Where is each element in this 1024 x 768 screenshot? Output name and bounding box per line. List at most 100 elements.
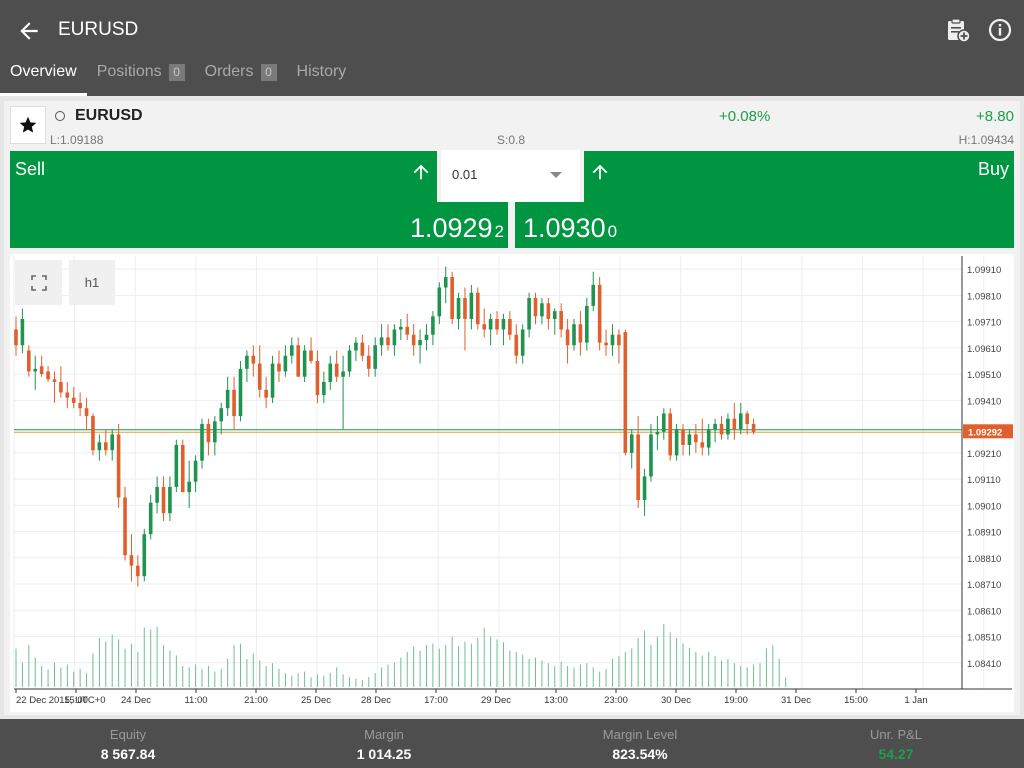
candle-body [347,350,352,372]
x-tick-label: 13:00 [544,695,568,706]
candle-body [636,434,640,501]
x-tick-label: 17:00 [424,695,448,706]
x-tick-label: 21:00 [244,695,268,706]
candle-body [366,355,371,369]
app-header: EURUSD Overview Positions 0 Orders 0 History [0,0,1024,96]
candle-body [610,334,615,346]
y-tick-label: 1.09710 [967,318,1001,329]
y-tick-label: 1.09910 [967,265,1001,276]
candle-body [745,413,749,424]
candle-body [91,416,95,451]
tab-label: History [296,63,347,80]
sell-label: Sell [15,159,46,179]
candle-body [14,329,18,346]
candle-body [661,413,666,432]
candle-body [315,360,320,396]
candle-body [674,429,679,456]
summary-value: 8 567.84 [100,746,156,762]
y-tick-label: 1.09810 [967,291,1001,302]
timeframe-button[interactable]: h1 [69,260,115,305]
sell-button[interactable]: Sell 1.0929 2 [10,151,508,248]
quantity-select[interactable]: 0.01 [437,150,584,202]
candle-body [238,368,243,417]
tab-label: Positions [96,63,162,80]
y-tick-label: 1.09010 [967,501,1001,512]
candle-body [508,318,512,335]
x-tick-label: 29 Dec [481,695,511,706]
candle-body [187,481,191,493]
candle-body [642,476,647,501]
candle-body [155,486,159,503]
tab-overview[interactable]: Overview [0,56,87,96]
x-tick-label: 19:00 [724,695,748,706]
y-tick-label: 1.09210 [967,449,1001,460]
candle-body [495,318,499,330]
candle-body [533,297,538,317]
arrow-up-icon [592,164,608,180]
candle-body [180,444,185,493]
x-tick-label: 30 Dec [661,695,691,706]
candle-body [251,355,256,364]
clipboard-add-icon[interactable] [945,17,971,43]
tab-count-badge: 0 [168,64,185,81]
tab-label: Overview [10,63,77,80]
candle-body [713,423,717,430]
tab-positions[interactable]: Positions 0 [87,56,195,96]
y-tick-label: 1.08910 [967,528,1001,539]
candle-body [418,339,422,346]
buy-price-main: 1.0930 [523,213,606,243]
candle-body [585,305,589,343]
price-chart[interactable]: 1.09910 1.09810 1.09710 1.09610 1.09510 1.094… [10,254,1014,712]
candle-body [604,342,608,346]
candle-body [78,402,82,409]
buy-price: 1.0930 0 [523,213,617,244]
candle-body [52,379,57,382]
status-indicator [55,111,65,121]
caret-down-icon [550,172,562,178]
candle-body [206,423,211,443]
candle-body [264,389,268,398]
buy-button[interactable]: Buy 1.0930 0 [515,151,1014,248]
candle-body [649,434,653,477]
tab-orders[interactable]: Orders 0 [195,56,287,96]
candle-body [200,423,204,461]
low-price: L:1.09188 [50,133,104,147]
candle-body [97,442,102,451]
candle-body [328,363,333,382]
candle-body [71,397,76,403]
candle-body [142,534,147,577]
y-tick-label: 1.08710 [967,580,1001,591]
candle-body [129,555,134,566]
candle-body [334,363,339,377]
info-icon[interactable] [987,17,1013,43]
fullscreen-button[interactable] [15,260,62,305]
candle-body [386,337,390,346]
arrow-left-icon[interactable] [16,18,42,44]
candle-body [424,334,429,340]
candle-body [59,381,63,393]
candle-body [174,444,179,487]
y-tick-label: 1.09610 [967,344,1001,355]
favorite-button[interactable] [10,106,46,144]
x-tick-label: 1 Jan [904,695,927,706]
candle-body [450,276,454,319]
current-price-tag [963,424,1013,439]
candle-body [232,389,236,417]
candle-body [431,316,435,335]
candle-body [578,324,583,343]
candle-body [405,326,410,335]
instrument-card: EURUSD +0.08% +8.80 L:1.09188 S:0.8 H:1.… [4,101,1020,715]
candle-body [270,363,275,398]
candle-body [655,431,660,435]
candle-body [161,486,166,514]
tab-history[interactable]: History [287,56,357,96]
candle-body [411,334,416,346]
candle-body [475,292,480,325]
summary-label: Margin [364,727,404,742]
y-tick-label: 1.08610 [967,606,1001,617]
candle-body [399,326,403,330]
x-tick-label: 28 Dec [361,695,391,706]
candle-body [732,418,737,430]
candle-body [27,350,31,372]
candle-body [379,337,384,346]
